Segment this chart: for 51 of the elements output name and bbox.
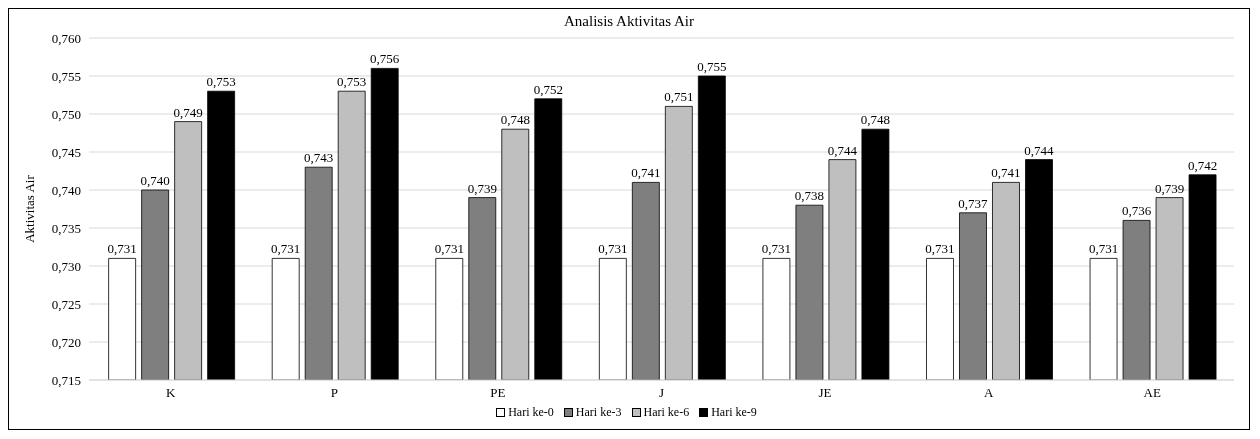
data-label: 0,731 [434, 241, 464, 257]
y-tick-label: 0,735 [51, 220, 81, 236]
legend-label: Hari ke-3 [575, 405, 622, 420]
data-label: 0,731 [925, 241, 955, 257]
y-tick-label: 0,740 [51, 182, 81, 198]
y-tick-label: 0,720 [51, 334, 81, 350]
data-label: 0,731 [107, 241, 137, 257]
data-label: 0,741 [631, 165, 661, 181]
chart-title: Analisis Aktivitas Air [563, 13, 695, 30]
data-label: 0,744 [827, 142, 858, 158]
data-label: 0,752 [533, 81, 563, 97]
legend-label: Hari ke-6 [643, 405, 690, 420]
y-tick-label: 0,725 [51, 296, 81, 312]
data-label: 0,736 [1121, 203, 1152, 219]
legend-label: Hari ke-9 [711, 405, 757, 420]
data-label: 0,744 [1024, 142, 1055, 158]
data-label: 0,756 [370, 51, 400, 67]
x-tick-label: K [166, 385, 177, 401]
data-label: 0,748 [860, 112, 891, 128]
data-label: 0,731 [1088, 241, 1119, 257]
data-label: 0,748 [500, 112, 530, 128]
data-label: 0,741 [991, 165, 1021, 181]
legend-label: Hari ke-0 [508, 405, 554, 420]
x-tick-label: J [658, 385, 665, 401]
data-label: 0,731 [598, 241, 628, 257]
data-label: 0,755 [697, 59, 727, 74]
y-axis-title: Aktivitas Air [21, 174, 37, 243]
y-tick-label: 0,745 [51, 144, 81, 160]
x-tick-label: AE [1143, 385, 1161, 401]
x-tick-label: P [330, 385, 338, 401]
y-tick-label: 0,755 [51, 68, 81, 84]
data-label: 0,739 [467, 180, 497, 196]
data-label: 0,740 [140, 173, 170, 188]
y-tick-label: 0,715 [51, 372, 81, 388]
x-tick-label: JE [818, 385, 832, 401]
data-label: 0,742 [1187, 157, 1218, 173]
data-label: 0,731 [271, 241, 301, 257]
data-label: 0,751 [664, 89, 694, 105]
y-tick-label: 0,760 [51, 30, 81, 46]
data-label: 0,738 [794, 188, 825, 204]
x-tick-label: PE [490, 385, 506, 401]
data-label: 0,749 [173, 104, 203, 120]
data-label: 0,753 [206, 74, 236, 90]
data-label: 0,739 [1154, 180, 1185, 196]
data-label: 0,731 [761, 241, 792, 257]
y-tick-label: 0,730 [51, 258, 81, 274]
y-tick-label: 0,750 [51, 106, 81, 122]
x-tick-label: A [983, 385, 994, 401]
data-label: 0,743 [304, 150, 334, 166]
data-label: 0,737 [958, 195, 989, 211]
data-label: 0,753 [337, 74, 367, 90]
